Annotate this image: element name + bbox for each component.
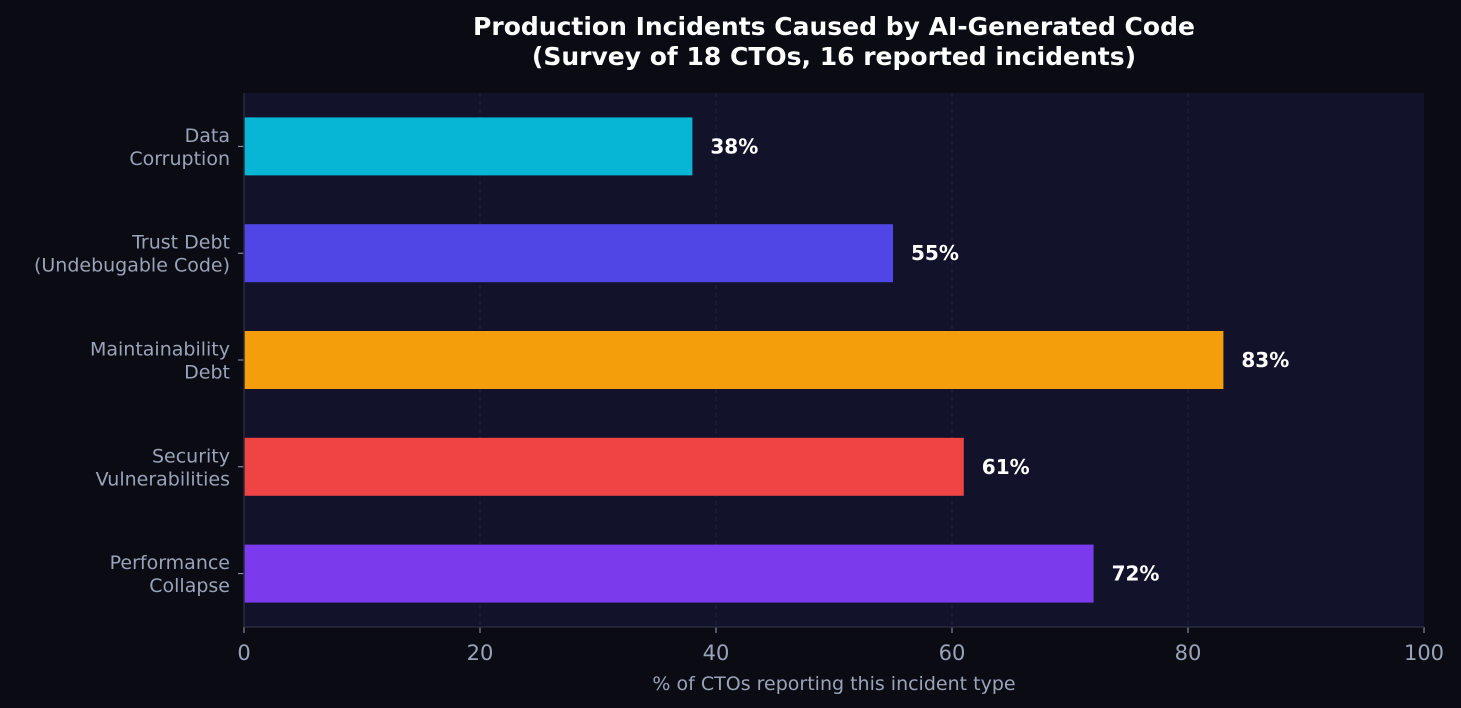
x-axis-title: % of CTOs reporting this incident type	[652, 673, 1015, 695]
data-label: 61%	[982, 455, 1030, 479]
category-label: Security	[152, 445, 230, 467]
category-label: Vulnerabilities	[96, 468, 230, 490]
data-labels: 38% 55% 83% 61% 72%	[710, 134, 1289, 585]
bars	[244, 117, 1224, 603]
data-label: 83%	[1241, 348, 1289, 372]
x-tick-labels: 0 20 40 60 80 100	[237, 627, 1444, 665]
x-tick-label: 20	[467, 641, 494, 665]
x-tick-label: 0	[237, 641, 250, 665]
chart-subtitle: (Survey of 18 CTOs, 16 reported incident…	[532, 42, 1136, 71]
category-label: Performance	[110, 552, 230, 574]
bar	[244, 437, 964, 496]
bar	[244, 117, 693, 176]
category-label: Corruption	[129, 148, 230, 170]
category-label: Maintainability	[90, 339, 230, 361]
x-tick-label: 60	[939, 641, 966, 665]
category-label: Collapse	[149, 575, 230, 597]
x-tick-label: 80	[1175, 641, 1202, 665]
category-label: Trust Debt	[131, 232, 230, 254]
data-label: 38%	[710, 134, 758, 158]
data-label: 72%	[1112, 562, 1160, 586]
category-label: (Undebugable Code)	[34, 255, 230, 277]
category-label: Debt	[184, 362, 230, 384]
bar	[244, 544, 1094, 603]
data-label: 55%	[911, 241, 959, 265]
bar	[244, 224, 893, 283]
category-label: Data	[185, 125, 230, 147]
bar	[244, 331, 1224, 389]
chart-title: Production Incidents Caused by AI-Genera…	[473, 12, 1195, 41]
x-tick-label: 40	[703, 641, 730, 665]
x-tick-label: 100	[1404, 641, 1444, 665]
